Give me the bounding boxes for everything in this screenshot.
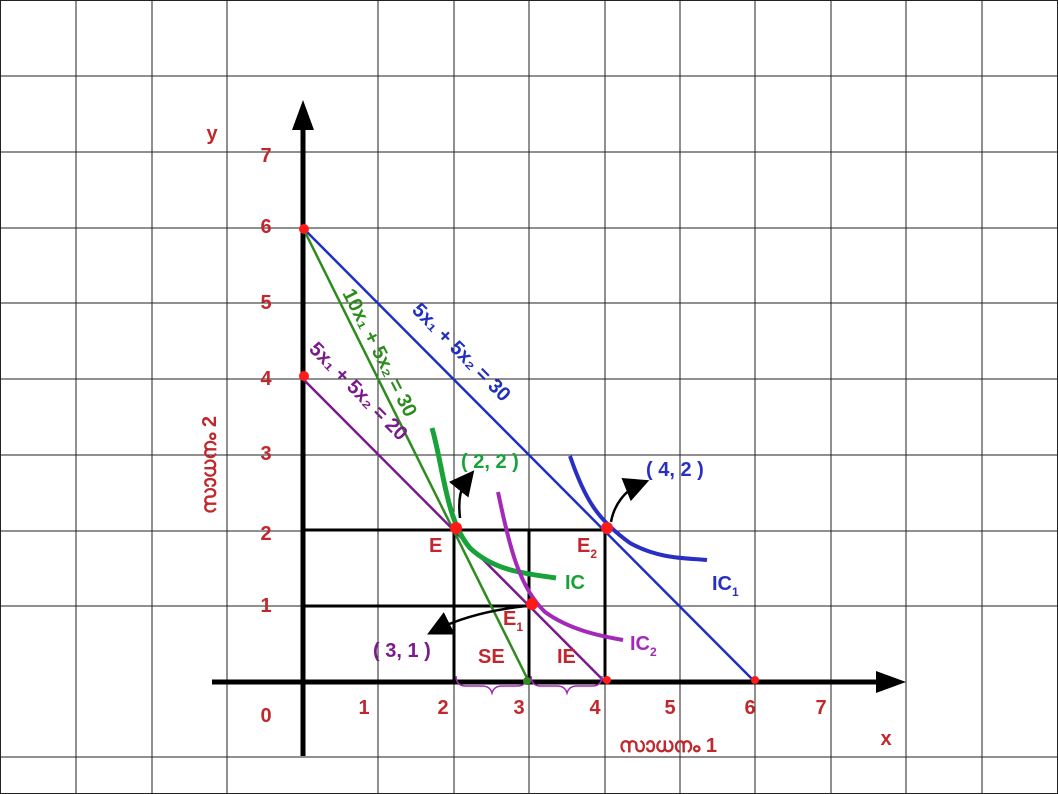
label-e1: E1 [503, 608, 523, 634]
arrow-to-e1-label [427, 604, 527, 635]
point-e2 [601, 522, 613, 534]
x-tick-7: 7 [815, 697, 826, 719]
coord-e1: ( 3, 1 ) [373, 640, 431, 662]
y-tick-6: 6 [260, 216, 271, 238]
x-axis-title: സാധനം 1 [619, 735, 717, 757]
points [299, 224, 759, 685]
intercept-x3 [523, 677, 531, 685]
x-axis-arrowhead [876, 671, 906, 693]
budget-line-compensated [301, 227, 531, 683]
indifference-curve-ic1 [568, 455, 708, 562]
y-tick-4: 4 [260, 368, 272, 390]
substitution-effect-label: SE [478, 646, 505, 668]
ic-label: IC [565, 572, 585, 594]
x-tick-2: 2 [437, 697, 448, 719]
brace-ie [530, 675, 603, 696]
indifference-curve-ic2 [496, 491, 624, 642]
y-tick-3: 3 [260, 443, 271, 465]
arrow-to-e2-label [609, 477, 650, 523]
indifference-curve-ic [429, 427, 557, 581]
label-e2-sub: 2 [590, 547, 597, 561]
budget-line-original [302, 227, 756, 683]
x-tick-1: 1 [358, 697, 369, 719]
coord-e2: ( 4, 2 ) [646, 459, 704, 481]
ic1-label-sub: 1 [732, 585, 739, 599]
label-e2-main: E [577, 535, 590, 557]
y-tick-1: 1 [260, 595, 271, 617]
x-tick-4: 4 [589, 697, 601, 719]
intercept-y6 [299, 224, 309, 234]
y-tick-7: 7 [260, 145, 271, 167]
y-axis-arrowhead [292, 100, 314, 130]
budget-label-original: 5x₁ + 5x₂ = 30 [407, 299, 514, 406]
arrow-to-e-label [448, 470, 475, 519]
ic2-label: IC2 [630, 633, 657, 659]
point-e [450, 522, 462, 534]
ic1-label-main: IC [712, 573, 732, 595]
brace-se [455, 675, 528, 696]
y-tick-5: 5 [260, 292, 271, 314]
point-e1 [526, 598, 538, 610]
x-tick-5: 5 [664, 697, 675, 719]
x-tick-3: 3 [513, 697, 524, 719]
x-axis-label: x [880, 728, 891, 750]
ic1-label: IC1 [712, 573, 739, 599]
intercept-x6 [751, 676, 759, 684]
label-e2: E2 [577, 535, 597, 561]
label-e1-sub: 1 [516, 620, 523, 634]
label-e: E [429, 535, 442, 557]
label-e1-main: E [503, 608, 516, 630]
intercept-y4 [299, 371, 309, 381]
y-axis-label: y [206, 123, 218, 145]
intercept-x4 [603, 676, 611, 684]
origin-label: 0 [260, 705, 271, 727]
ic2-label-sub: 2 [650, 645, 657, 659]
y-axis-title: സാധനം 2 [199, 416, 221, 514]
income-effect-label: IE [557, 646, 576, 668]
ic2-label-main: IC [630, 633, 650, 655]
x-tick-6: 6 [744, 697, 755, 719]
y-tick-2: 2 [260, 523, 271, 545]
coord-e: ( 2, 2 ) [461, 451, 519, 473]
